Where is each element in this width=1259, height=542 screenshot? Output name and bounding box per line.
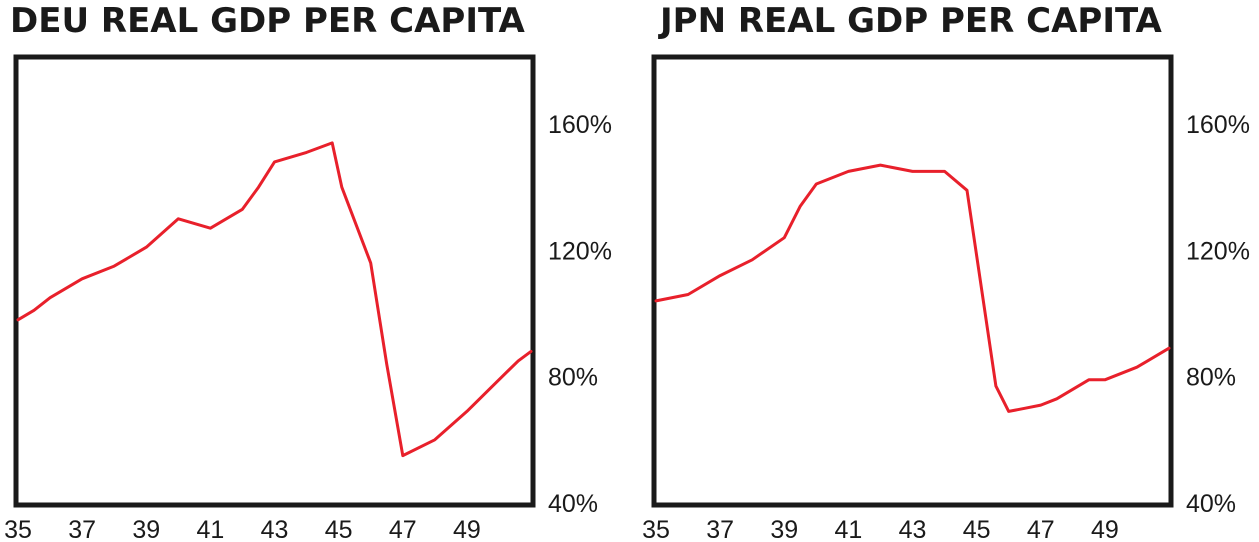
x-tick-label: 37: [706, 516, 734, 542]
x-tick-label: 37: [68, 516, 96, 542]
y-axis-ticks: 40% 80% 120% 160%: [1186, 111, 1250, 518]
x-axis-ticks: 35 37 39 41 43 45 47 49: [4, 516, 481, 542]
series-line: [16, 141, 533, 458]
x-tick-label: 47: [1027, 516, 1055, 542]
chart-panel-deu: DEU REAL GDP PER CAPITA 40% 80% 120% 160% 3…: [4, 1, 612, 542]
y-tick-label: 40%: [548, 490, 598, 518]
plot-frame: [13, 54, 536, 508]
x-tick-label: 45: [325, 516, 353, 542]
x-tick-label: 41: [196, 516, 224, 542]
y-tick-label: 160%: [1186, 111, 1250, 139]
y-tick-label: 80%: [548, 364, 598, 392]
x-axis-ticks: 35 37 39 41 43 45 47 49: [642, 516, 1119, 542]
x-tick-label: 43: [261, 516, 289, 542]
x-tick-label: 49: [453, 516, 481, 542]
series-layer: [654, 163, 1171, 413]
x-tick-label: 47: [389, 516, 417, 542]
x-tick-label: 35: [4, 516, 32, 542]
y-tick-label: 160%: [548, 111, 612, 139]
series-layer: [16, 141, 533, 458]
y-tick-label: 40%: [1186, 490, 1236, 518]
x-tick-label: 45: [963, 516, 991, 542]
y-axis-ticks: 40% 80% 120% 160%: [548, 111, 612, 518]
chart-title: JPN REAL GDP PER CAPITA: [658, 1, 1163, 41]
x-tick-label: 39: [132, 516, 160, 542]
x-tick-label: 41: [834, 516, 862, 542]
y-tick-label: 80%: [1186, 364, 1236, 392]
y-tick-label: 120%: [548, 237, 612, 265]
plot-frame: [651, 54, 1174, 508]
x-tick-label: 49: [1091, 516, 1119, 542]
x-tick-label: 43: [899, 516, 927, 542]
chart-title: DEU REAL GDP PER CAPITA: [10, 1, 526, 41]
x-tick-label: 35: [642, 516, 670, 542]
series-line: [654, 163, 1171, 413]
x-tick-label: 39: [770, 516, 798, 542]
y-tick-label: 120%: [1186, 237, 1250, 265]
chart-panel-jpn: JPN REAL GDP PER CAPITA 40% 80% 120% 160% 3…: [642, 1, 1250, 542]
